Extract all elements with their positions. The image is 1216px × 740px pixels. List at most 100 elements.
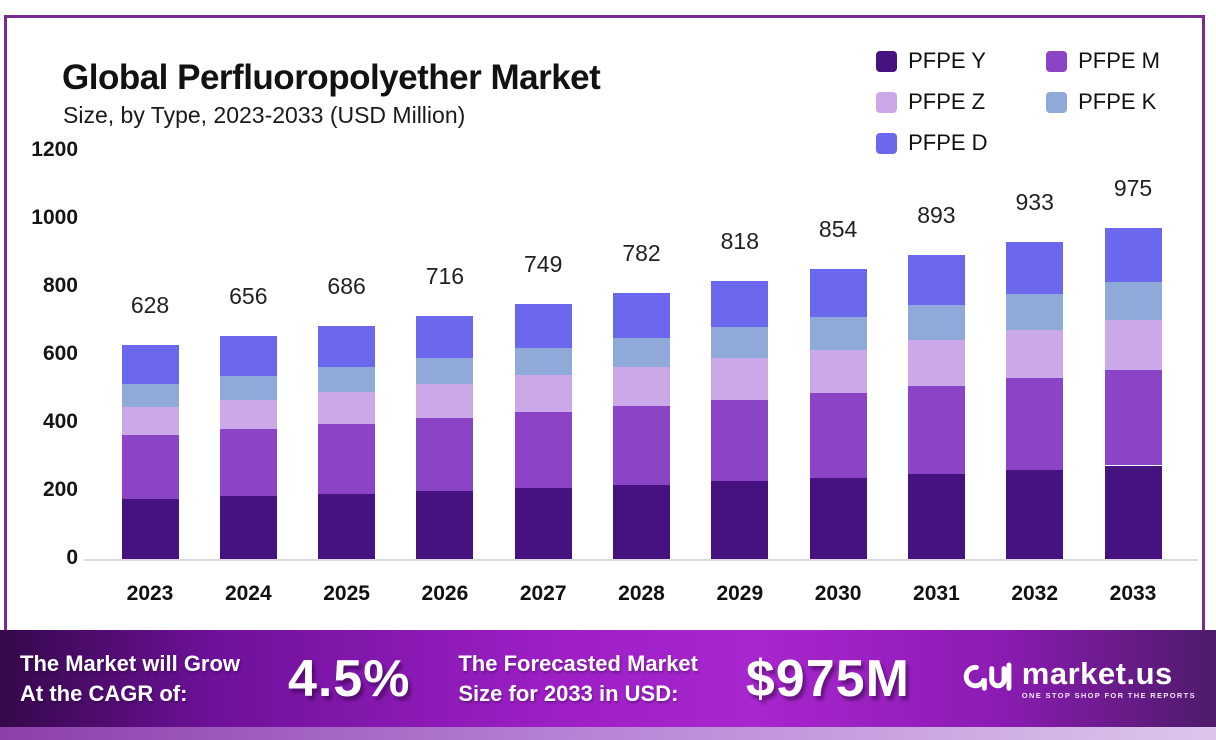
- bar-segment-pfpe-y: [318, 493, 376, 559]
- bar-segment-pfpe-z: [809, 349, 867, 394]
- bar-segment-pfpe-m: [711, 399, 769, 482]
- bar-segment-pfpe-y: [613, 484, 670, 559]
- bar-segment-pfpe-m: [219, 429, 277, 497]
- bar-segment-pfpe-m: [121, 434, 179, 500]
- bar-segment-pfpe-z: [613, 367, 670, 407]
- bar-segment-pfpe-z: [416, 383, 474, 419]
- bar-segment-pfpe-d: [121, 345, 179, 385]
- x-axis-line: [84, 559, 1198, 561]
- forecast-value: $975M: [745, 649, 910, 708]
- bar-segment-pfpe-d: [318, 325, 376, 367]
- bar-segment-pfpe-d: [219, 335, 277, 376]
- y-axis-tick-label: 600: [42, 342, 78, 365]
- bar-total-label: 818: [720, 227, 759, 254]
- bar-segment-pfpe-k: [416, 357, 474, 384]
- y-axis-tick-label: 200: [42, 478, 78, 501]
- bar-segment-pfpe-y: [416, 490, 474, 559]
- bar-segment-pfpe-m: [907, 385, 965, 474]
- x-axis-year-label: 2031: [913, 582, 960, 605]
- cagr-value: 4.5%: [287, 649, 411, 708]
- bar-segment-pfpe-k: [1104, 282, 1162, 320]
- y-axis-tick-label: 1000: [31, 206, 78, 229]
- summary-banner: The Market will Grow At the CAGR of: 4.5…: [0, 630, 1216, 727]
- legend-item-pfpe-d: PFPE D: [876, 130, 1036, 156]
- legend-label: PFPE M: [1078, 48, 1160, 73]
- bar-segment-pfpe-k: [613, 338, 670, 368]
- page-title: Global Perfluoropolyether Market: [62, 58, 601, 97]
- forecast-label-line2: Size for 2033 in USD:: [458, 680, 679, 706]
- bar-segment-pfpe-z: [1104, 319, 1162, 370]
- bar-segment-pfpe-k: [318, 366, 376, 392]
- cagr-label-line1: The Market will Grow: [20, 651, 241, 677]
- chart-legend: PFPE Y PFPE M PFPE Z PFPE K PFPE D: [876, 48, 1160, 156]
- legend-label: PFPE K: [1078, 89, 1157, 114]
- bar-segment-pfpe-k: [219, 375, 277, 400]
- y-axis-tick-label: 1200: [31, 138, 78, 161]
- x-axis-year-label: 2030: [814, 582, 862, 605]
- bar-segment-pfpe-m: [1104, 369, 1162, 466]
- x-axis-year-label: 2032: [1011, 582, 1059, 605]
- bar-total-label: 975: [1113, 174, 1153, 201]
- bar-segment-pfpe-y: [1104, 465, 1162, 559]
- x-axis-year-label: 2033: [1109, 582, 1157, 605]
- legend-label: PFPE D: [908, 130, 988, 155]
- bar-segment-pfpe-z: [121, 407, 179, 435]
- bar-segment-pfpe-k: [809, 316, 867, 350]
- bar-segment-pfpe-d: [907, 255, 965, 306]
- bar-segment-pfpe-y: [121, 499, 179, 559]
- x-axis-year-label: 2028: [618, 582, 665, 605]
- bar-total-label: 686: [327, 272, 366, 299]
- bar-segment-pfpe-k: [711, 327, 769, 359]
- bar-total-label: 749: [524, 251, 563, 278]
- bar-segment-pfpe-z: [514, 375, 572, 413]
- bar-segment-pfpe-z: [907, 339, 965, 386]
- x-axis-year-label: 2026: [421, 582, 469, 605]
- legend-label: PFPE Y: [908, 48, 986, 73]
- bar-segment-pfpe-y: [219, 496, 277, 559]
- legend-swatch-icon: [876, 132, 898, 154]
- forecast-label: The Forecasted Market Size for 2033 in U…: [458, 649, 698, 707]
- chart-panel: Global Perfluoropolyether Market Size, b…: [4, 15, 1205, 630]
- bar-segment-pfpe-m: [613, 406, 670, 485]
- bar-segment-pfpe-y: [514, 487, 572, 559]
- bar-segment-pfpe-k: [907, 305, 965, 340]
- bar-segment-pfpe-y: [1006, 469, 1064, 559]
- bar-segment-pfpe-d: [809, 268, 867, 317]
- x-axis-year-label: 2023: [126, 582, 174, 605]
- brand-text: market.us ONE STOP SHOP FOR THE REPORTS: [1022, 658, 1196, 700]
- bar-segment-pfpe-z: [219, 399, 277, 430]
- y-axis-tick-label: 400: [42, 410, 78, 433]
- bar-segment-pfpe-d: [1104, 227, 1162, 283]
- legend-swatch-icon: [876, 50, 898, 72]
- brand-tagline: ONE STOP SHOP FOR THE REPORTS: [1021, 690, 1196, 700]
- bar-segment-pfpe-y: [711, 481, 769, 559]
- bar-segment-pfpe-d: [1006, 241, 1064, 295]
- bar-segment-pfpe-d: [514, 304, 572, 348]
- bar-segment-pfpe-k: [121, 384, 179, 407]
- bar-segment-pfpe-m: [318, 424, 376, 494]
- marketus-logo-icon: [958, 656, 1012, 701]
- bar-total-label: 656: [229, 282, 268, 309]
- bar-segment-pfpe-z: [318, 391, 376, 425]
- bar-segment-pfpe-m: [809, 393, 867, 478]
- brand-block: market.us ONE STOP SHOP FOR THE REPORTS: [958, 656, 1196, 701]
- y-axis-tick-label: 800: [42, 274, 78, 297]
- brand-name: market.us: [1021, 655, 1173, 691]
- legend-label: PFPE Z: [908, 89, 986, 114]
- bar-total-label: 854: [818, 215, 858, 242]
- bar-segment-pfpe-z: [711, 358, 769, 400]
- bottom-accent-strip: [0, 727, 1216, 740]
- bar-total-label: 628: [130, 292, 170, 319]
- bar-segment-pfpe-d: [613, 293, 670, 338]
- legend-item-pfpe-k: PFPE K: [1046, 89, 1160, 115]
- x-axis-year-label: 2027: [519, 582, 567, 605]
- forecast-label-line1: The Forecasted Market: [458, 651, 698, 677]
- cagr-label-line2: At the CAGR of:: [20, 680, 188, 706]
- bar-total-label: 716: [425, 262, 465, 289]
- cagr-label: The Market will Grow At the CAGR of:: [20, 649, 240, 707]
- bar-segment-pfpe-y: [907, 473, 965, 559]
- legend-item-pfpe-m: PFPE M: [1046, 48, 1160, 74]
- bar-segment-pfpe-m: [416, 418, 474, 491]
